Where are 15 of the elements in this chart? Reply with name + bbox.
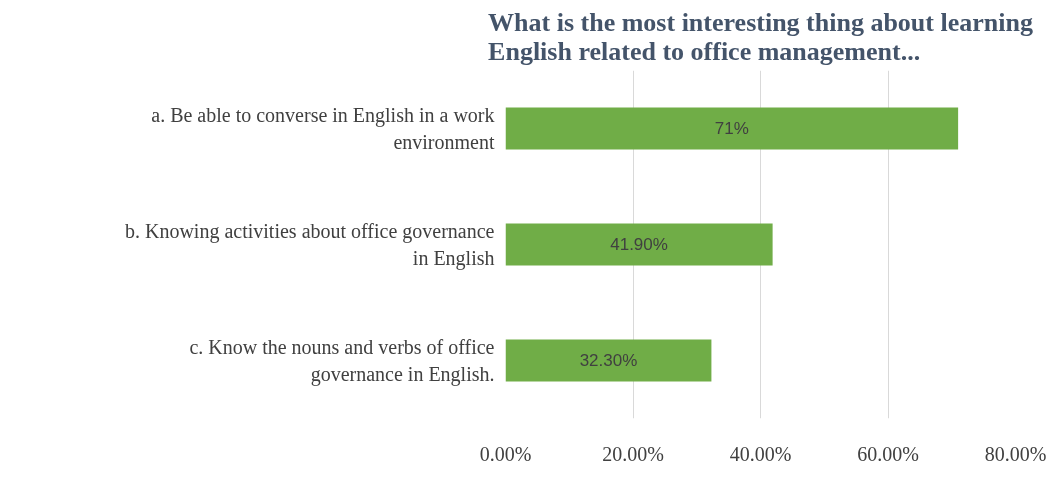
data-label: 32.30% xyxy=(579,351,638,370)
y-tick-label: a. Be able to converse in English in a work environment xyxy=(151,104,495,153)
data-label: 41.90% xyxy=(610,235,668,254)
y-tick-label: c. Know the nouns and verbs of office governance in English. xyxy=(189,336,495,386)
bar xyxy=(505,223,773,266)
bar xyxy=(505,107,959,150)
data-label: 71% xyxy=(714,119,749,138)
x-tick-label: 0.00% xyxy=(479,442,532,465)
x-tick-label: 80.00% xyxy=(984,442,1047,465)
x-tick-label: 40.00% xyxy=(729,442,792,465)
y-tick-label: b. Knowing activities about office governance in English xyxy=(124,220,495,270)
chart-title: What is the most interesting thing about learning English related to office management... xyxy=(488,7,1033,66)
bar xyxy=(505,339,712,382)
x-tick-label: 60.00% xyxy=(857,442,919,465)
x-tick-label: 20.00% xyxy=(602,442,664,465)
